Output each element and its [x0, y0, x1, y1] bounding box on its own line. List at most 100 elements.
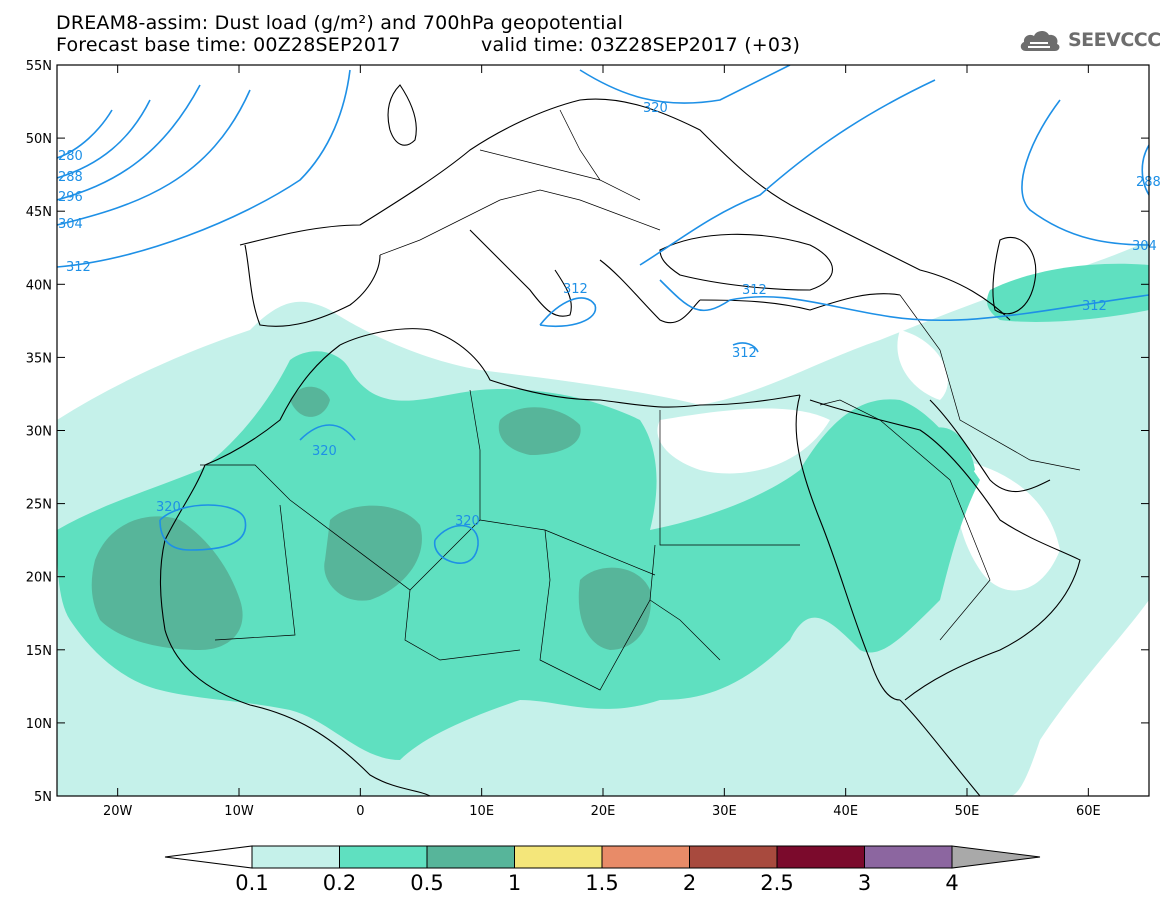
coastline-black-sea: [659, 233, 834, 291]
forecast-base-time: Forecast base time: 00Z28SEP2017: [56, 34, 401, 56]
dust-band-0.2: [57, 351, 980, 760]
colorbar-label: 2: [683, 871, 696, 895]
lon-label: 10E: [469, 804, 494, 819]
contour-label: 304: [58, 217, 83, 232]
dust-band-0.2-gulf: [930, 427, 975, 475]
border-algeria-libya: [469, 389, 481, 520]
colorbar-segment: [514, 845, 603, 869]
dust-band-0.5-chad: [578, 567, 651, 650]
geopotential-contours: [57, 65, 1149, 564]
contour-east-304: [1141, 144, 1149, 196]
coastline-red-sea: [795, 394, 901, 701]
coastline-britain: [387, 84, 417, 146]
colorbar-segment: [251, 845, 340, 869]
contour-east-312: [1021, 99, 1149, 246]
colorbar-label: 2.5: [760, 871, 793, 895]
contour-label: 312: [563, 282, 588, 297]
contour-label: 312: [1082, 299, 1107, 314]
border-iran: [899, 294, 1081, 471]
lon-label: 0: [356, 804, 364, 819]
lon-label: 40E: [833, 804, 858, 819]
coastline-arabia: [809, 399, 1081, 701]
dust-field: [57, 240, 1149, 796]
colorbar-label: 0.2: [323, 871, 356, 895]
map-subtitle: Forecast base time: 00Z28SEP2017 valid ti…: [56, 34, 800, 56]
lon-label: 10W: [224, 804, 254, 819]
valid-time: valid time: 03Z28SEP2017 (+03): [481, 34, 801, 56]
colorbar-label: 0.1: [235, 871, 268, 895]
coastline-europe: [239, 98, 1011, 321]
contour-304: [57, 89, 251, 226]
dust-band-0.5-morocco: [290, 386, 330, 417]
colorbar: 0.1 0.2 0.5 1 1.5 2 2.5 3 4: [164, 845, 1041, 895]
lat-label: 10N: [26, 717, 52, 732]
colorbar-segment: [864, 845, 953, 869]
contour-label: 320: [156, 500, 181, 515]
contour-label: 312: [732, 346, 757, 361]
lat-label: 50N: [26, 132, 52, 147]
lat-label: 55N: [26, 59, 52, 74]
border-saudi: [819, 399, 991, 641]
dust-band-0.5-sahara: [324, 505, 422, 601]
border-chad: [649, 599, 721, 661]
logo-text: SEEVCCC: [1068, 29, 1161, 51]
contour-280: [57, 109, 113, 159]
colorbar-label: 3: [858, 871, 871, 895]
coastline-west-africa: [159, 344, 431, 796]
lon-label: 20E: [591, 804, 616, 819]
lon-label: 20W: [103, 804, 133, 819]
lat-label: 15N: [26, 644, 52, 659]
contour-label: 312: [66, 260, 91, 275]
lat-label: 5N: [34, 790, 52, 805]
longitude-axis: 20W 10W 0 10E 20E 30E 40E 50E 60E: [103, 65, 1101, 819]
latitude-axis: 55N 50N 45N 40N 35N 30N 25N 20N 15N 10N 5N: [26, 59, 1149, 805]
colorbar-high-arrow: [951, 845, 1041, 869]
dust-band-0.5-libya: [498, 407, 581, 455]
dust-band-0.2-caspian: [987, 263, 1149, 322]
colorbar-segment: [601, 845, 690, 869]
lat-label: 25N: [26, 498, 52, 513]
lon-label: 50E: [955, 804, 980, 819]
colorbar-label: 1.5: [585, 871, 618, 895]
contour-320-algeria: [433, 524, 479, 564]
colorbar-label: 0.5: [410, 871, 443, 895]
contour-296: [57, 84, 201, 201]
coastline-east-africa: [899, 699, 981, 796]
colorbar-label: 1: [508, 871, 521, 895]
contour-312-med: [539, 297, 597, 328]
colorbar-label: 4: [945, 871, 958, 895]
coastline-turkey: [699, 293, 901, 311]
contour-label: 320: [312, 444, 337, 459]
border-mali: [214, 504, 296, 641]
contour-312-west: [57, 69, 351, 268]
colorbar-segment: [426, 845, 515, 869]
lat-label: 35N: [26, 351, 52, 366]
contour-320-mauritania: [159, 504, 247, 551]
lon-label: 60E: [1076, 804, 1101, 819]
contour-labels: 280 288 296 304 312 320 312 312 312 312 …: [58, 101, 1161, 529]
contour-288: [57, 99, 151, 179]
map-title: DREAM8-assim: Dust load (g/m²) and 700hP…: [56, 12, 624, 34]
contour-312-east: [639, 79, 1149, 322]
lat-label: 45N: [26, 205, 52, 220]
coastline-italy: [469, 229, 572, 317]
lat-label: 40N: [26, 278, 52, 293]
contour-label: 288: [58, 170, 83, 185]
contour-label: 312: [742, 283, 767, 298]
contour-label: 304: [1132, 239, 1157, 254]
contour-label: 280: [58, 149, 83, 164]
seevccc-logo: SEEVCCC: [1018, 25, 1161, 55]
colorbar-segment: [776, 845, 865, 869]
border-europe: [379, 109, 661, 256]
border-niger: [404, 589, 521, 661]
coastline-greece: [599, 259, 701, 324]
lat-label: 30N: [26, 425, 52, 440]
lon-label: 30E: [712, 804, 737, 819]
coastline-north-africa: [339, 328, 801, 408]
contour-label: 320: [643, 101, 668, 116]
coastline-gulf: [929, 399, 1051, 493]
border-egypt: [659, 410, 800, 546]
coastlines: [159, 84, 1081, 796]
contour-label: 296: [58, 190, 83, 205]
